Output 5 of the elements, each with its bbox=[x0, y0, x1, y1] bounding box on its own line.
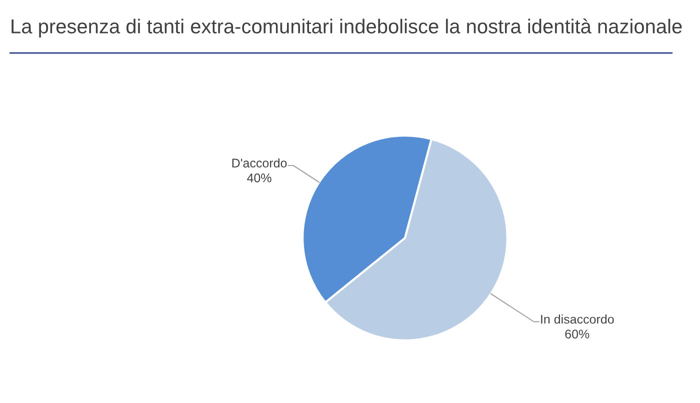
data-label: 60% bbox=[565, 330, 590, 338]
slice-label: In disaccordo bbox=[541, 314, 614, 324]
chart-title: La presenza di tanti extra-comunitari indebolisce la nostra identità nazionale bbox=[12, 18, 682, 38]
data-label: 40% bbox=[247, 173, 272, 182]
slice-label: D'accordo bbox=[232, 158, 287, 168]
